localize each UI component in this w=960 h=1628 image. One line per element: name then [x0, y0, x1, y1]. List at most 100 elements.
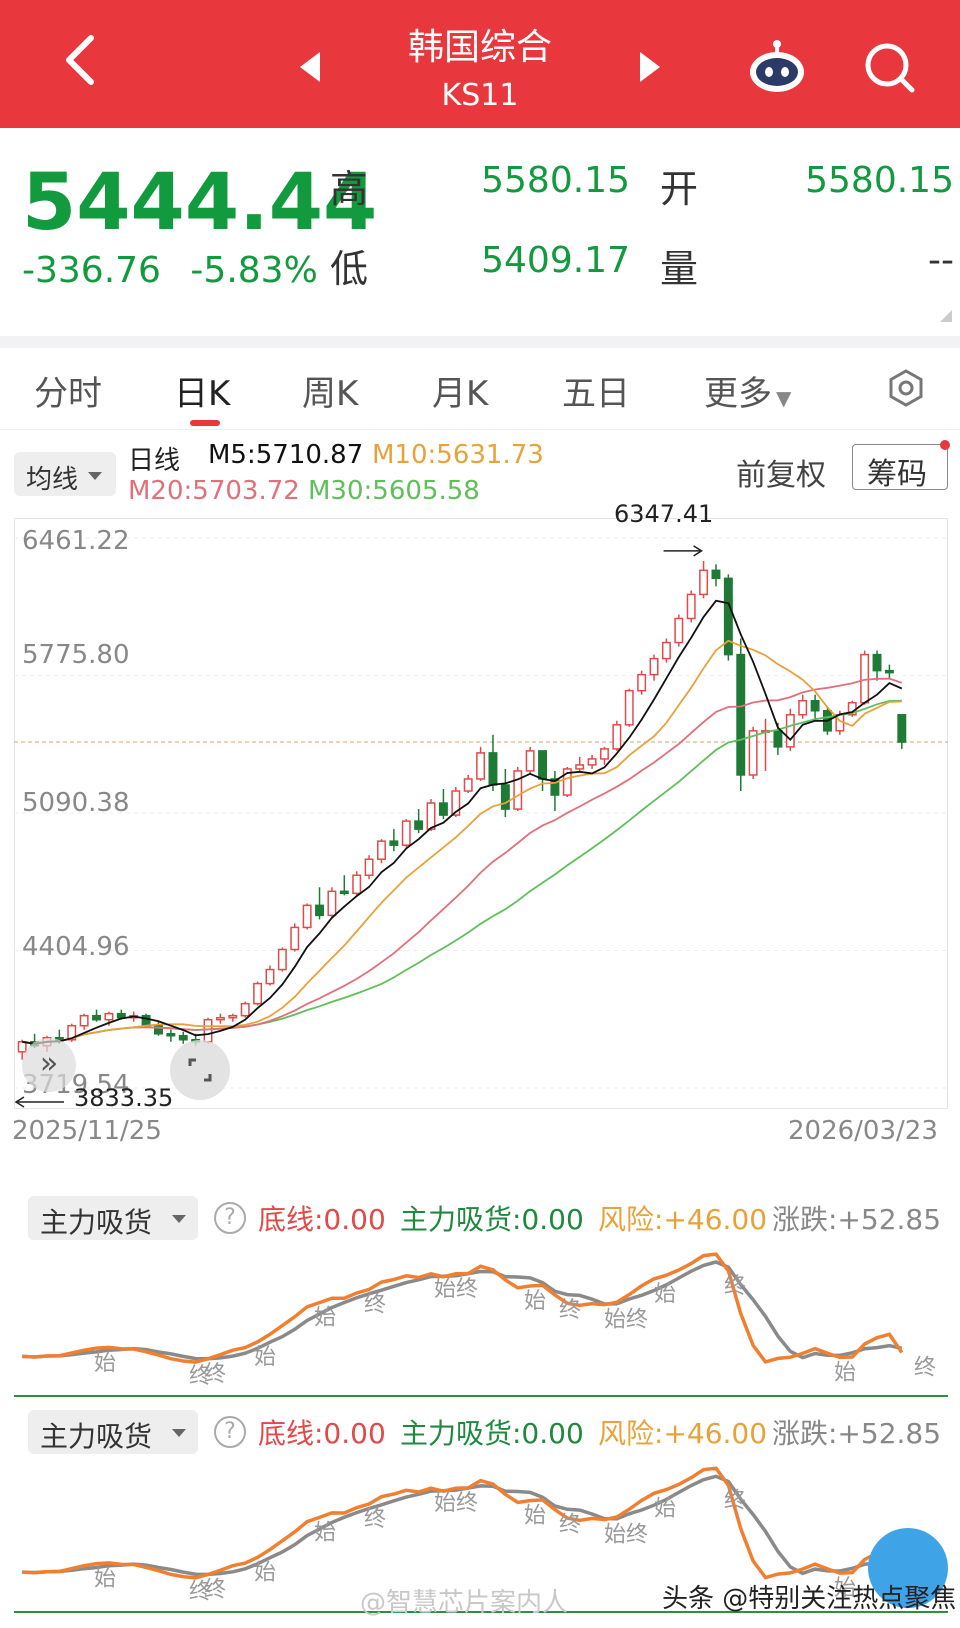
candle-body — [438, 802, 448, 816]
signal-label: 终 — [724, 1488, 746, 1513]
candle-body — [104, 1012, 114, 1021]
candle-body — [277, 948, 287, 971]
candle-body — [302, 904, 312, 929]
candle-body — [116, 1012, 126, 1019]
signal-label: 终 — [724, 1274, 746, 1299]
candle-body — [414, 820, 424, 830]
signal-label: 始 — [834, 1576, 856, 1601]
signal-label: 终 — [364, 1292, 386, 1317]
indicator-header: 主力吸货 ? 底线:0.00 主力吸货:0.00 风险:+46.00 涨跌:+5… — [22, 1192, 952, 1240]
low-marker-arrowhead — [14, 1096, 25, 1108]
scroll-left-icon[interactable]: » — [22, 1038, 76, 1092]
candle-body — [785, 714, 795, 748]
adjust-toggle[interactable]: 前复权 — [736, 458, 826, 493]
robot-assistant-icon[interactable] — [748, 38, 806, 96]
high-marker-arrowhead — [693, 545, 703, 557]
volume-value: -- — [928, 240, 954, 281]
candle-body — [711, 569, 721, 580]
ma30-line — [22, 699, 902, 1045]
ma10-value: M10:5631.73 — [372, 440, 544, 470]
expand-corner-icon[interactable] — [940, 310, 952, 322]
tab-more-label: 更多 — [704, 374, 772, 414]
candle-body — [723, 577, 733, 656]
candle-body — [228, 1014, 238, 1019]
search-icon[interactable] — [862, 40, 918, 96]
candle-body — [339, 890, 349, 895]
signal-label: 始 — [654, 1496, 676, 1521]
candle-body — [364, 858, 374, 877]
candle-body — [203, 1018, 213, 1043]
candle-body — [389, 840, 399, 846]
x-start-date: 2025/11/25 — [12, 1116, 162, 1146]
high-marker: 6347.41 — [614, 500, 714, 528]
indicator-select-value: 主力吸货 — [40, 1420, 153, 1453]
candle-body — [600, 748, 609, 760]
indicator-orange-line — [22, 1466, 904, 1580]
signal-label: 始 — [524, 1504, 546, 1529]
candle-body — [451, 790, 461, 816]
tab-monthly[interactable]: 月K — [432, 374, 489, 414]
chevron-down-icon — [172, 1215, 186, 1223]
ma30-value: M30:5605.58 — [308, 476, 480, 506]
candle-body — [612, 724, 622, 750]
help-icon[interactable]: ? — [214, 1202, 246, 1234]
candle-body — [426, 802, 436, 830]
help-icon[interactable]: ? — [214, 1416, 246, 1448]
candle-body — [265, 968, 275, 985]
candle-body — [773, 730, 783, 748]
ma-type-select[interactable]: 均线 — [14, 452, 116, 496]
y-tick-label: 4404.96 — [22, 932, 130, 962]
indicator-panel-2[interactable]: 主力吸货 ? 底线:0.00 主力吸货:0.00 风险:+46.00 涨跌:+5… — [14, 1406, 948, 1616]
tab-five-day[interactable]: 五日 — [562, 374, 630, 414]
toutiao-watermark: 头条 @特别关注热点聚焦 — [662, 1584, 957, 1614]
indicator-select[interactable]: 主力吸货 — [28, 1196, 198, 1240]
back-icon[interactable] — [55, 30, 105, 90]
candle-body — [327, 890, 337, 917]
signal-label: 始终 — [434, 1277, 478, 1302]
kline-chart[interactable]: 6461.22 5775.80 5090.38 4404.96 3719.54 … — [12, 500, 948, 1148]
indicator-main: 主力吸货:0.00 — [400, 1417, 584, 1450]
price-change: -336.76 -5.83% — [22, 250, 318, 291]
signal-label: 始终 — [604, 1308, 648, 1333]
indicator-select[interactable]: 主力吸货 — [28, 1410, 198, 1454]
next-stock-icon[interactable] — [640, 52, 660, 82]
indicator-risk: 风险:+46.00 — [598, 1417, 768, 1450]
fullscreen-icon[interactable] — [170, 1040, 230, 1100]
settings-hexagon-icon[interactable] — [886, 368, 926, 408]
signal-label: 终 — [189, 1364, 211, 1389]
signal-label: 终 — [559, 1513, 581, 1538]
candle-body — [674, 617, 684, 644]
open-value: 5580.15 — [805, 160, 954, 201]
prev-stock-icon[interactable] — [300, 52, 320, 82]
candle-body — [649, 657, 659, 676]
candle-body — [476, 752, 486, 780]
page-title: 韩国综合 — [407, 27, 552, 68]
signal-label: 始 — [254, 1560, 276, 1585]
signal-label: 始 — [254, 1345, 276, 1370]
divider — [0, 336, 960, 348]
indicator-panel-1[interactable]: 主力吸货 ? 底线:0.00 主力吸货:0.00 风险:+46.00 涨跌:+5… — [14, 1192, 948, 1400]
chips-button[interactable]: 筹码 — [852, 444, 948, 492]
tab-intraday[interactable]: 分时 — [34, 374, 102, 414]
candle-body — [575, 764, 585, 770]
chevron-down-icon: ▼ — [776, 386, 792, 410]
floating-assistant-button[interactable] — [868, 1528, 948, 1608]
signal-label: 始 — [314, 1520, 336, 1545]
ma5-value: M5:5710.87 — [208, 440, 364, 470]
signal-label: 始终 — [604, 1523, 648, 1548]
tab-daily[interactable]: 日K — [174, 374, 231, 414]
tab-more[interactable]: 更多 ▼ — [704, 366, 791, 415]
x-end-date: 2026/03/23 — [788, 1116, 938, 1146]
candle-body — [624, 689, 634, 726]
indicator-change: 涨跌:+52.85 — [772, 1203, 942, 1236]
low-value: 5409.17 — [481, 240, 630, 281]
candle-body — [17, 1041, 27, 1053]
tab-weekly[interactable]: 周K — [302, 374, 359, 414]
candle-body — [240, 1002, 250, 1017]
candle-body — [253, 982, 263, 1005]
signal-label: 终 — [204, 1362, 226, 1387]
indicator-header: 主力吸货 ? 底线:0.00 主力吸货:0.00 风险:+46.00 涨跌:+5… — [22, 1406, 952, 1454]
active-tab-indicator — [190, 420, 220, 426]
indicator-bottom: 底线:0.00 — [258, 1203, 386, 1236]
